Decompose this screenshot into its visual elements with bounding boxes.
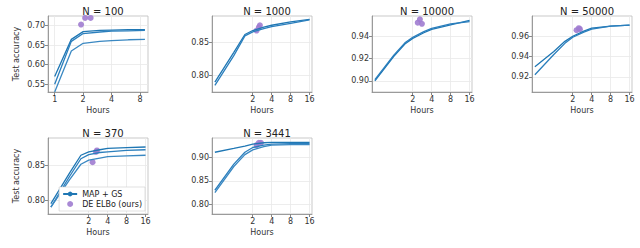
svg-text:0.92: 0.92 [511,72,529,81]
svg-text:2: 2 [410,95,415,104]
svg-text:4: 4 [269,217,274,226]
svg-text:0.80: 0.80 [191,71,209,80]
svg-text:16: 16 [624,95,634,104]
svg-text:0.85: 0.85 [191,176,209,185]
svg-text:2: 2 [570,95,575,104]
svg-text:16: 16 [304,217,314,226]
svg-text:0.60: 0.60 [27,60,45,69]
svg-text:2: 2 [250,217,255,226]
svg-text:0.80: 0.80 [27,196,45,205]
svg-text:0.90: 0.90 [191,153,209,162]
svg-text:0.94: 0.94 [511,52,529,61]
svg-text:Hours: Hours [570,106,593,115]
svg-text:4: 4 [109,95,114,104]
svg-text:N = 100: N = 100 [82,6,123,17]
svg-text:0.85: 0.85 [191,38,209,47]
svg-text:16: 16 [304,95,314,104]
svg-text:8: 8 [608,95,613,104]
svg-text:0.90: 0.90 [351,76,369,85]
svg-text:1: 1 [52,95,57,104]
svg-text:N = 1000: N = 1000 [243,6,291,17]
svg-text:8: 8 [124,217,129,226]
svg-text:2: 2 [86,217,91,226]
svg-text:Hours: Hours [86,106,109,115]
svg-text:0.85: 0.85 [27,161,45,170]
svg-text:Hours: Hours [86,228,109,237]
svg-text:MAP + GS: MAP + GS [82,190,122,199]
svg-text:0.94: 0.94 [351,32,369,41]
svg-text:2: 2 [250,95,255,104]
svg-text:4: 4 [589,95,594,104]
svg-text:16: 16 [140,217,150,226]
svg-text:4: 4 [269,95,274,104]
svg-text:8: 8 [448,95,453,104]
svg-text:0.70: 0.70 [27,21,45,30]
svg-text:Hours: Hours [250,228,273,237]
svg-text:16: 16 [464,95,474,104]
svg-text:Test accuracy: Test accuracy [12,149,21,205]
svg-text:0.65: 0.65 [27,41,45,50]
svg-text:N = 3441: N = 3441 [243,128,291,139]
svg-text:N = 370: N = 370 [82,128,123,139]
svg-text:N = 50000: N = 50000 [560,6,614,17]
svg-text:Hours: Hours [250,106,273,115]
svg-text:DE ELBo (ours): DE ELBo (ours) [82,200,142,209]
svg-text:2: 2 [81,95,86,104]
svg-text:8: 8 [288,95,293,104]
svg-text:Hours: Hours [410,106,433,115]
svg-text:0.92: 0.92 [351,54,369,63]
svg-text:0.55: 0.55 [27,80,45,89]
svg-text:N = 10000: N = 10000 [400,6,454,17]
svg-text:8: 8 [138,95,143,104]
svg-text:8: 8 [288,217,293,226]
svg-text:0.96: 0.96 [511,32,529,41]
svg-text:4: 4 [429,95,434,104]
svg-text:Test accuracy: Test accuracy [12,27,21,83]
svg-text:0.80: 0.80 [191,200,209,209]
svg-text:4: 4 [105,217,110,226]
